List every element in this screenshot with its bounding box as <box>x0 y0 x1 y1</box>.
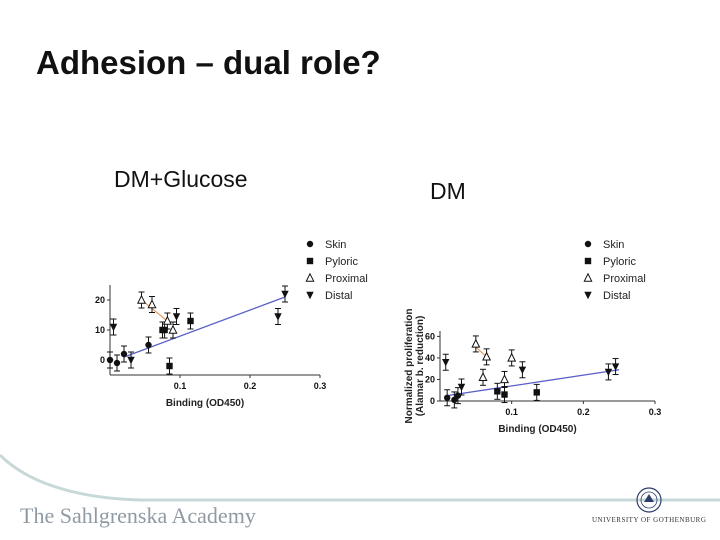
legend-label-skin: Skin <box>603 239 624 251</box>
x-tick-label: 0.3 <box>314 381 327 391</box>
footer-academy-name: The Sahlgrenska Academy <box>20 503 256 528</box>
legend-marker-proximal <box>305 272 315 282</box>
data-point-pyloric <box>494 388 501 395</box>
data-point-proximal <box>478 371 488 382</box>
data-point-pyloric <box>161 326 168 334</box>
x-axis-title: Binding (OD450) <box>498 424 576 435</box>
x-tick-label: 0.1 <box>174 381 187 391</box>
legend-marker-distal <box>306 291 314 300</box>
x-axis-title: Binding (OD450) <box>166 398 244 409</box>
data-point-pyloric <box>533 389 540 396</box>
data-point-skin <box>454 392 462 399</box>
data-point-distal <box>611 363 620 371</box>
legend-label-skin: Skin <box>325 239 346 251</box>
y-tick-label: 40 <box>425 353 435 363</box>
data-point-skin <box>120 350 128 358</box>
data-point-skin <box>443 394 451 401</box>
y-tick-label: 0 <box>100 355 105 365</box>
legend-marker-distal <box>584 291 592 300</box>
data-point-pyloric <box>187 317 194 325</box>
legend-label-pyloric: Pyloric <box>603 256 637 268</box>
data-point-distal <box>274 313 282 321</box>
data-point-pyloric <box>501 391 508 398</box>
legend-marker-pyloric <box>306 257 314 265</box>
data-point-distal <box>109 323 118 332</box>
y-tick-label: 20 <box>95 295 105 305</box>
data-point-pyloric <box>166 362 173 370</box>
legend-marker-skin <box>584 240 592 248</box>
legend-label-proximal: Proximal <box>325 273 368 285</box>
data-point-proximal <box>482 351 492 361</box>
x-tick-label: 0.2 <box>244 381 257 391</box>
scatter-chart-dm-glucose: 0.1 0.2 0.3 0 10 20 Binding (OD450) Skin Pyloric… <box>95 239 368 409</box>
legend-label-proximal: Proximal <box>603 273 646 285</box>
y-tick-label: 20 <box>425 374 435 384</box>
panel-label-dm-glucose: DM+Glucose <box>114 166 248 192</box>
legend-marker-proximal <box>583 272 593 282</box>
data-point-distal <box>281 290 289 299</box>
data-point-skin <box>145 341 152 349</box>
legend-label-distal: Distal <box>325 290 353 302</box>
data-point-proximal <box>471 338 481 348</box>
scatter-chart-dm: 0.1 0.2 0.3 0 20 40 60 Binding (OD450) Normalize… <box>404 239 662 435</box>
footer-university-name: UNIVERSITY OF GOTHENBURG <box>592 516 707 524</box>
data-point-skin <box>451 396 458 404</box>
legend-label-pyloric: Pyloric <box>325 256 359 268</box>
footer-wave-line <box>0 453 720 502</box>
data-point-proximal <box>147 299 157 309</box>
data-point-skin <box>106 356 114 364</box>
data-point-distal <box>604 368 613 377</box>
slide-title: Adhesion – dual role? <box>36 44 381 81</box>
data-point-distal <box>518 366 527 374</box>
x-tick-label: 0.1 <box>505 407 518 417</box>
data-point-proximal <box>136 294 147 304</box>
x-tick-label: 0.3 <box>649 407 662 417</box>
data-point-distal <box>457 383 466 392</box>
data-point-distal <box>442 359 450 367</box>
university-seal-icon <box>636 487 662 513</box>
y-axis-title: (Alamar b. reduction) <box>415 316 426 417</box>
data-point-distal <box>127 356 135 365</box>
x-tick-label: 0.2 <box>577 407 590 417</box>
legend-marker-pyloric <box>584 257 592 265</box>
data-point-proximal <box>499 374 510 384</box>
data-point-proximal <box>162 315 172 325</box>
data-point-proximal <box>507 352 517 362</box>
data-point-proximal <box>168 324 178 334</box>
panel-label-dm: DM <box>430 178 466 204</box>
y-tick-label: 0 <box>430 396 435 406</box>
y-tick-label: 60 <box>425 331 435 341</box>
legend-label-distal: Distal <box>603 290 631 302</box>
data-point-distal <box>172 313 181 321</box>
y-tick-label: 10 <box>95 325 105 335</box>
data-point-skin <box>113 359 121 367</box>
legend-marker-skin <box>306 240 314 248</box>
y-axis-title: Normalized proliferation <box>404 308 415 423</box>
regression-line <box>447 369 620 397</box>
